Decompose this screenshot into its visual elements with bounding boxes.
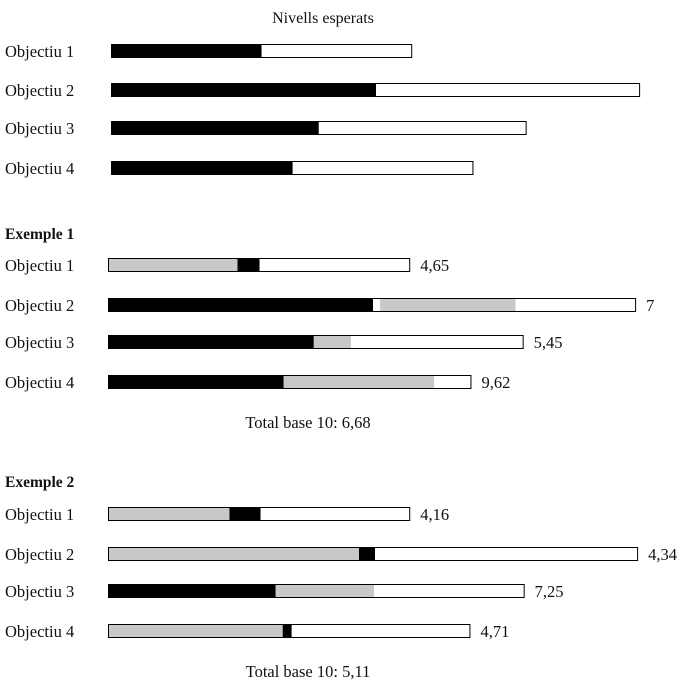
row-value-label: 4,34 <box>648 545 677 564</box>
row-label: Objectiu 4 <box>5 373 74 392</box>
row-label: Objectiu 3 <box>5 119 74 138</box>
bar-segment-filled <box>111 83 377 97</box>
bar-outline <box>108 258 411 272</box>
bar-segment-filled <box>108 335 314 349</box>
bar-segment-partial <box>108 624 283 638</box>
row-value-label: 7 <box>646 296 654 315</box>
bar-segment-empty <box>292 161 474 175</box>
bar-segment-partial <box>108 258 238 272</box>
row-label: Objectiu 4 <box>5 159 74 178</box>
bar-segment-filled <box>237 258 260 272</box>
row-label: Objectiu 2 <box>5 545 74 564</box>
row-value-label: 4,71 <box>480 622 509 641</box>
bar-segment-empty <box>260 507 411 521</box>
total-example-1: Total base 10: 6,68 <box>245 413 370 432</box>
bar-outline <box>108 624 471 638</box>
bar-segment-filled <box>111 161 293 175</box>
bar-rows: Objectiu 1 Objectiu 2 Objectiu 3 Objectiu 4… <box>5 42 677 641</box>
row-label: Objectiu 1 <box>5 42 74 61</box>
bar-segment-partial <box>380 298 516 312</box>
bar-segment-empty <box>259 258 411 272</box>
bar-outline <box>108 298 637 312</box>
bar-segment-filled <box>111 121 319 135</box>
bar-segment-partial <box>108 507 230 521</box>
bar-segment-filled <box>108 375 284 389</box>
bar-outline <box>111 121 527 135</box>
bar-segment-empty <box>350 335 524 349</box>
row-label: Objectiu 4 <box>5 622 74 641</box>
bar-outline <box>108 507 411 521</box>
row-value-label: 4,16 <box>420 505 449 524</box>
row-label: Objectiu 1 <box>5 256 74 275</box>
bar-segment-partial <box>275 584 375 598</box>
row-label: Objectiu 3 <box>5 582 74 601</box>
bar-segment-empty <box>318 121 527 135</box>
bar-segment-filled <box>229 507 261 521</box>
bar-outline <box>111 83 641 97</box>
total-example-2: Total base 10: 5,11 <box>246 662 371 681</box>
bar-segment-empty <box>515 298 637 312</box>
panel-heading-expected: Nivells esperats <box>272 10 374 27</box>
bar-segment-filled <box>108 298 374 312</box>
row-value-label: 9,62 <box>481 373 510 392</box>
bar-segment-filled <box>111 44 262 58</box>
bar-segment-partial <box>108 547 359 561</box>
row-value-label: 4,65 <box>420 256 449 275</box>
bar-outline <box>108 584 525 598</box>
row-label: Objectiu 1 <box>5 505 74 524</box>
panel-heading-example-2: Exemple 2 <box>5 474 75 491</box>
bar-outline <box>108 547 639 561</box>
row-label: Objectiu 3 <box>5 333 74 352</box>
row-label: Objectiu 2 <box>5 296 74 315</box>
bar-segment-filled <box>108 584 276 598</box>
bar-segment-empty <box>376 83 641 97</box>
bar-segment-filled <box>359 547 376 561</box>
row-label: Objectiu 2 <box>5 81 74 100</box>
bar-outline <box>111 161 474 175</box>
bar-segment-empty <box>261 44 413 58</box>
bar-segment-empty <box>434 375 472 389</box>
bar-segment-partial <box>283 375 435 389</box>
bar-outline <box>108 375 472 389</box>
bar-segment-empty <box>373 298 381 312</box>
bar-segment-partial <box>313 335 351 349</box>
bar-segment-filled <box>282 624 292 638</box>
bar-outline <box>111 44 413 58</box>
row-value-label: 7,25 <box>535 582 564 601</box>
bar-segment-empty <box>374 584 525 598</box>
row-value-label: 5,45 <box>534 333 563 352</box>
bar-segment-empty <box>375 547 639 561</box>
bar-outline <box>108 335 524 349</box>
panel-heading-example-1: Exemple 1 <box>5 226 74 243</box>
bar-segment-empty <box>291 624 471 638</box>
